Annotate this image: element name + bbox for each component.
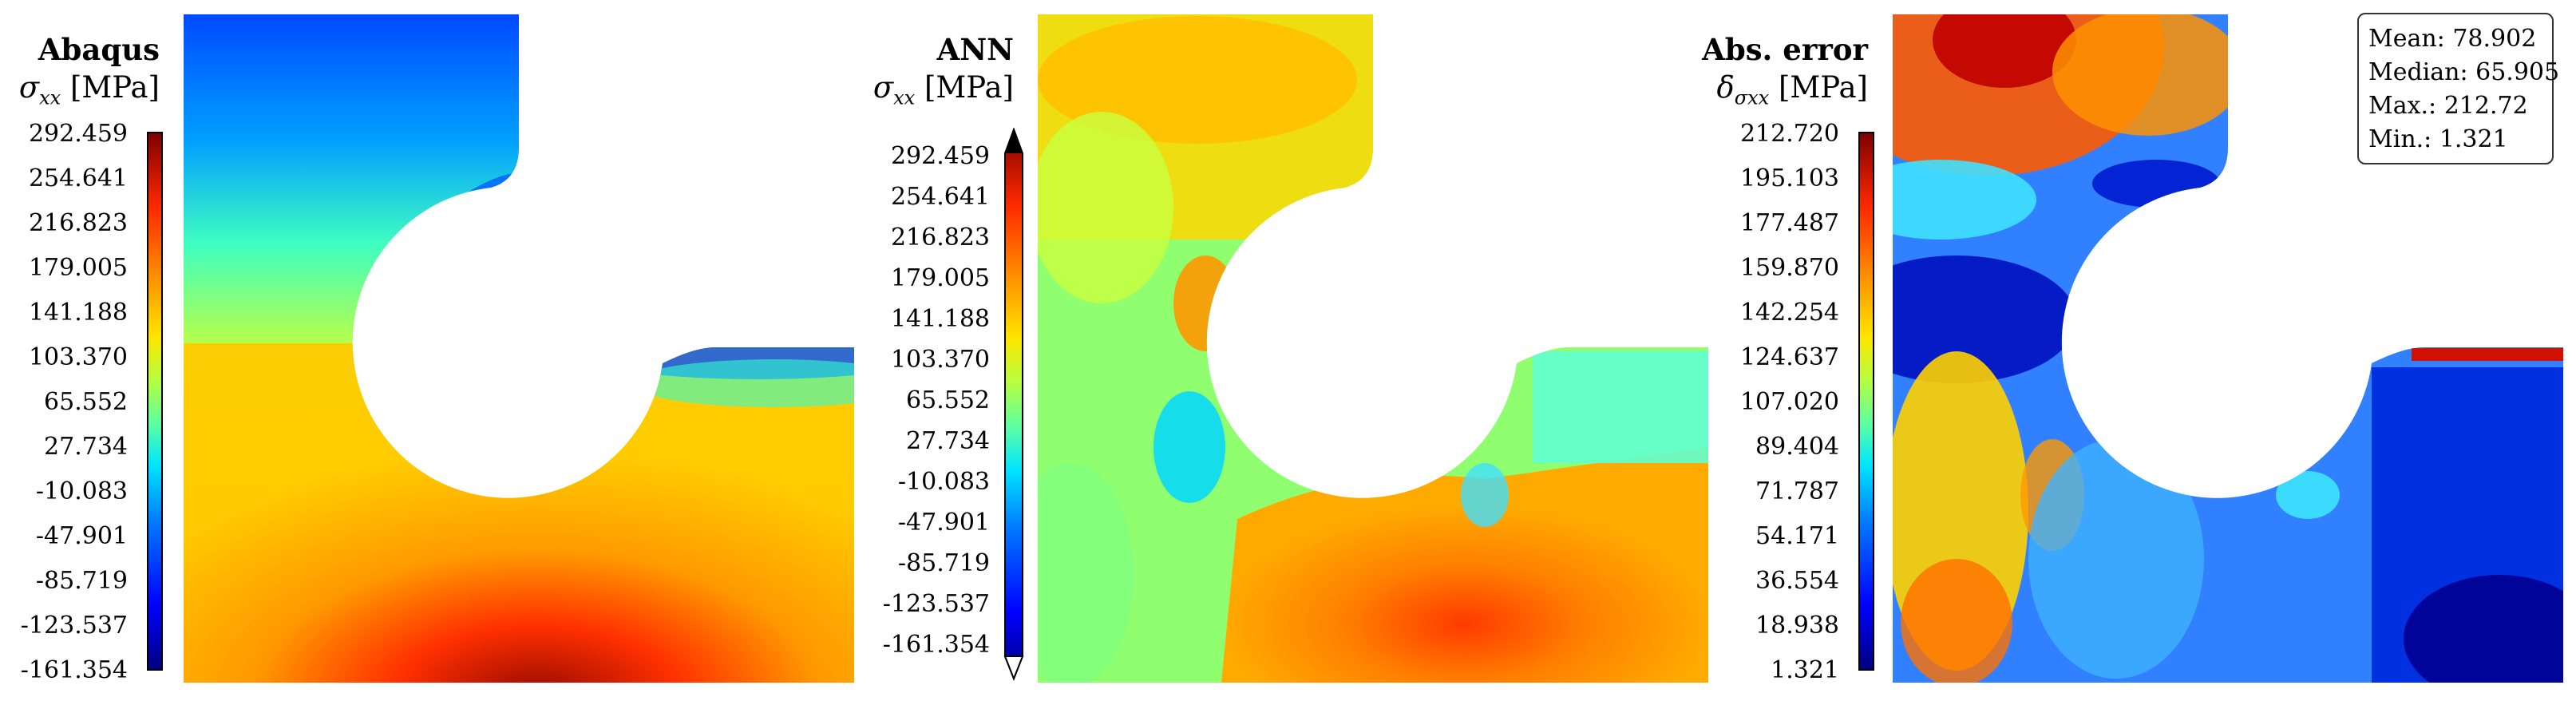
colorbar-extended — [1003, 128, 1024, 681]
colorbar-tick: 1.321 — [1771, 656, 1839, 684]
colorbar-tick: -47.901 — [897, 509, 990, 537]
colorbar-tick: -85.719 — [897, 549, 990, 577]
stats-box: Mean: 78.902 Median: 65.905 Max.: 212.72… — [2357, 13, 2560, 164]
colorbar-tick: 292.459 — [28, 120, 128, 148]
colorbar-tick: 179.005 — [28, 254, 128, 282]
colorbar-tick: -10.083 — [35, 477, 128, 505]
panel-title: Abs. error — [1702, 32, 1868, 67]
colorbar-tick: -123.537 — [882, 590, 990, 618]
colorbar-tick: 103.370 — [890, 346, 990, 374]
subtitle-symbol: σ — [873, 70, 894, 105]
colorbar-tick: 65.552 — [906, 386, 990, 414]
colorbar-tick: 36.554 — [1755, 567, 1839, 595]
colorbar-tick: 177.487 — [1739, 209, 1839, 237]
colorbar-tick: 254.641 — [890, 183, 990, 211]
colorbar-tick: -47.901 — [35, 522, 128, 550]
panel-title: ANN — [936, 32, 1014, 67]
subtitle-unit: [MPa] — [924, 70, 1014, 105]
colorbar-tick: 141.188 — [890, 305, 990, 333]
colorbar-tick: 195.103 — [1739, 164, 1839, 192]
stress-field-abaqus — [184, 14, 854, 683]
colorbar-tick: 89.404 — [1755, 433, 1839, 461]
colorbar-tick: 216.823 — [28, 209, 128, 237]
colorbar-tick: -161.354 — [20, 656, 128, 684]
stress-field-ann — [1038, 14, 1708, 683]
stat-max: Max.: 212.72 — [2368, 92, 2528, 120]
colorbar-tick: 142.254 — [1739, 299, 1839, 327]
colorbar-tick: 65.552 — [44, 388, 128, 416]
stat-mean: Mean: 78.902 — [2368, 25, 2537, 53]
stat-min: Min.: 1.321 — [2368, 125, 2508, 153]
subtitle-symbol: δ — [1716, 70, 1735, 105]
colorbar-tick: 141.188 — [28, 299, 128, 327]
panel-subtitle: δσxx [MPa] — [1700, 70, 1868, 109]
stat-median: Median: 65.905 — [2368, 58, 2560, 86]
subtitle-subscript: σxx — [1734, 86, 1770, 109]
panel-title: Abaqus — [38, 32, 160, 67]
colorbar-tick: 107.020 — [1739, 388, 1839, 416]
colorbar — [1858, 132, 1874, 671]
subtitle-unit: [MPa] — [69, 70, 160, 105]
colorbar-tick: 216.823 — [890, 224, 990, 251]
colorbar — [147, 132, 163, 671]
colorbar-tick: 18.938 — [1755, 612, 1839, 640]
subtitle-unit: [MPa] — [1778, 70, 1868, 105]
colorbar-tick: 124.637 — [1739, 343, 1839, 371]
colorbar-tick: 27.734 — [906, 427, 990, 455]
colorbar-tick: 292.459 — [890, 142, 990, 170]
colorbar-tick: 103.370 — [28, 343, 128, 371]
subtitle-subscript: xx — [39, 86, 61, 109]
colorbar-tick: -85.719 — [35, 567, 128, 595]
colorbar-tick: 212.720 — [1739, 120, 1839, 148]
colorbar-tick: 27.734 — [44, 433, 128, 461]
colorbar-tick: -123.537 — [20, 612, 128, 640]
colorbar-tick: 254.641 — [28, 164, 128, 192]
colorbar-tick: 159.870 — [1739, 254, 1839, 282]
colorbar-tick: 54.171 — [1755, 522, 1839, 550]
panel-subtitle: σxx [MPa] — [0, 70, 160, 109]
colorbar-tick: -10.083 — [897, 468, 990, 496]
subtitle-symbol: σ — [18, 70, 40, 105]
colorbar-tick: 179.005 — [890, 264, 990, 292]
panel-subtitle: σxx [MPa] — [854, 70, 1014, 109]
colorbar-tick: 71.787 — [1755, 477, 1839, 505]
subtitle-subscript: xx — [893, 86, 916, 109]
colorbar-tick: -161.354 — [882, 631, 990, 659]
